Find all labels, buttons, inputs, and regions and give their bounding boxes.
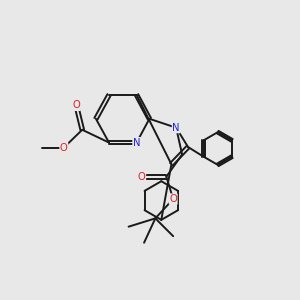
Text: O: O xyxy=(72,100,80,110)
Text: O: O xyxy=(169,194,177,204)
Text: N: N xyxy=(133,138,140,148)
Text: N: N xyxy=(172,123,180,133)
Text: O: O xyxy=(60,142,68,153)
Text: O: O xyxy=(138,172,146,182)
